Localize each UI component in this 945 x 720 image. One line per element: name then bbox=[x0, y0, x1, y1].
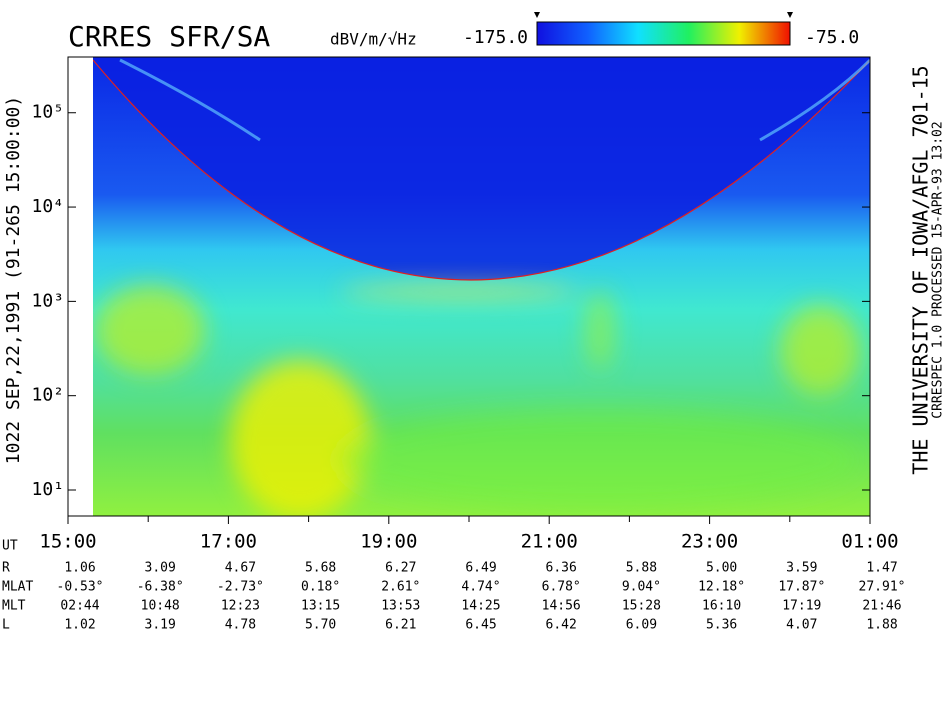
ephemeris-cell: 1.06 bbox=[64, 561, 95, 576]
ephemeris-cell: 10:48 bbox=[141, 599, 180, 614]
ephemeris-cell: 1.47 bbox=[866, 561, 897, 576]
colorbar bbox=[536, 21, 791, 46]
ephemeris-x-label: UT bbox=[2, 539, 18, 554]
y-tick-label: 10⁴ bbox=[31, 196, 64, 217]
x-tick-label: 21:00 bbox=[521, 531, 578, 553]
ephemeris-cell: 17.87° bbox=[778, 580, 825, 595]
y-tick-label: 10³ bbox=[31, 290, 64, 311]
ephemeris-cell: 27.91° bbox=[859, 580, 906, 595]
ephemeris-cell: 6.45 bbox=[465, 618, 496, 633]
ephemeris-cell: 5.36 bbox=[706, 618, 737, 633]
x-tick-label: 19:00 bbox=[360, 531, 417, 553]
ephemeris-cell: 17:19 bbox=[782, 599, 821, 614]
ephemeris-cell: 15:28 bbox=[622, 599, 661, 614]
ephemeris-cell: 02:44 bbox=[60, 599, 99, 614]
colorbar-tick bbox=[534, 12, 540, 18]
x-tick-label: 01:00 bbox=[841, 531, 898, 553]
ephemeris-cell: -6.38° bbox=[137, 580, 184, 595]
right-subcaption: CRRESPEC 1.0 PROCESSED 15-APR-93 13:02 bbox=[931, 121, 945, 418]
ephemeris-cell: 14:56 bbox=[542, 599, 581, 614]
y-tick-label: 10² bbox=[31, 385, 64, 406]
left-caption: 1022 SEP,22,1991 (91-265 15:00:00) bbox=[3, 96, 24, 464]
colorbar-tick-label: -175.0 bbox=[463, 27, 528, 48]
ephemeris-cell: 21:46 bbox=[862, 599, 901, 614]
ephemeris-cell: 4.67 bbox=[225, 561, 256, 576]
ephemeris-cell: 1.02 bbox=[64, 618, 95, 633]
ephemeris-cell: -0.53° bbox=[57, 580, 104, 595]
ephemeris-cell: -2.73° bbox=[217, 580, 264, 595]
ephemeris-cell: 5.70 bbox=[305, 618, 336, 633]
x-tick-label: 15:00 bbox=[39, 531, 96, 553]
ephemeris-row-label: L bbox=[2, 618, 10, 633]
ephemeris-cell: 3.19 bbox=[145, 618, 176, 633]
ephemeris-cell: 12:23 bbox=[221, 599, 260, 614]
ephemeris-cell: 5.00 bbox=[706, 561, 737, 576]
ephemeris-cell: 9.04° bbox=[622, 580, 661, 595]
ephemeris-cell: 5.68 bbox=[305, 561, 336, 576]
ephemeris-cell: 5.88 bbox=[626, 561, 657, 576]
ephemeris-cell: 6.27 bbox=[385, 561, 416, 576]
ephemeris-cell: 13:15 bbox=[301, 599, 340, 614]
colorbar-tick bbox=[787, 12, 793, 18]
ephemeris-cell: 2.61° bbox=[381, 580, 420, 595]
ephemeris-cell: 6.49 bbox=[465, 561, 496, 576]
x-tick-label: 23:00 bbox=[681, 531, 738, 553]
right-caption: THE UNIVERSITY OF IOWA/AFGL 701-15 bbox=[909, 65, 933, 474]
ephemeris-cell: 4.74° bbox=[461, 580, 500, 595]
ephemeris-cell: 13:53 bbox=[381, 599, 420, 614]
ephemeris-cell: 4.78 bbox=[225, 618, 256, 633]
ephemeris-cell: 6.09 bbox=[626, 618, 657, 633]
spectrogram bbox=[93, 57, 870, 516]
ephemeris-cell: 1.88 bbox=[866, 618, 897, 633]
colorbar-tick-label: -75.0 bbox=[805, 27, 859, 48]
ephemeris-cell: 16:10 bbox=[702, 599, 741, 614]
ephemeris-row-label: R bbox=[2, 561, 10, 576]
y-tick-label: 10¹ bbox=[31, 479, 64, 500]
ephemeris-cell: 4.07 bbox=[786, 618, 817, 633]
ephemeris-cell: 3.59 bbox=[786, 561, 817, 576]
ephemeris-cell: 14:25 bbox=[461, 599, 500, 614]
y-tick-label: 10⁵ bbox=[31, 102, 64, 123]
colorbar-label: dBV/m/√Hz bbox=[330, 30, 417, 49]
chart-title: CRRES SFR/SA bbox=[68, 20, 270, 53]
x-tick-label: 17:00 bbox=[200, 531, 257, 553]
ephemeris-cell: 12.18° bbox=[698, 580, 745, 595]
ephemeris-row-label: MLT bbox=[2, 599, 26, 614]
ephemeris-cell: 6.36 bbox=[546, 561, 577, 576]
ephemeris-row-label: MLAT bbox=[2, 580, 33, 595]
ephemeris-cell: 3.09 bbox=[145, 561, 176, 576]
ephemeris-cell: 0.18° bbox=[301, 580, 340, 595]
ephemeris-cell: 6.42 bbox=[546, 618, 577, 633]
ephemeris-cell: 6.78° bbox=[542, 580, 581, 595]
ephemeris-cell: 6.21 bbox=[385, 618, 416, 633]
